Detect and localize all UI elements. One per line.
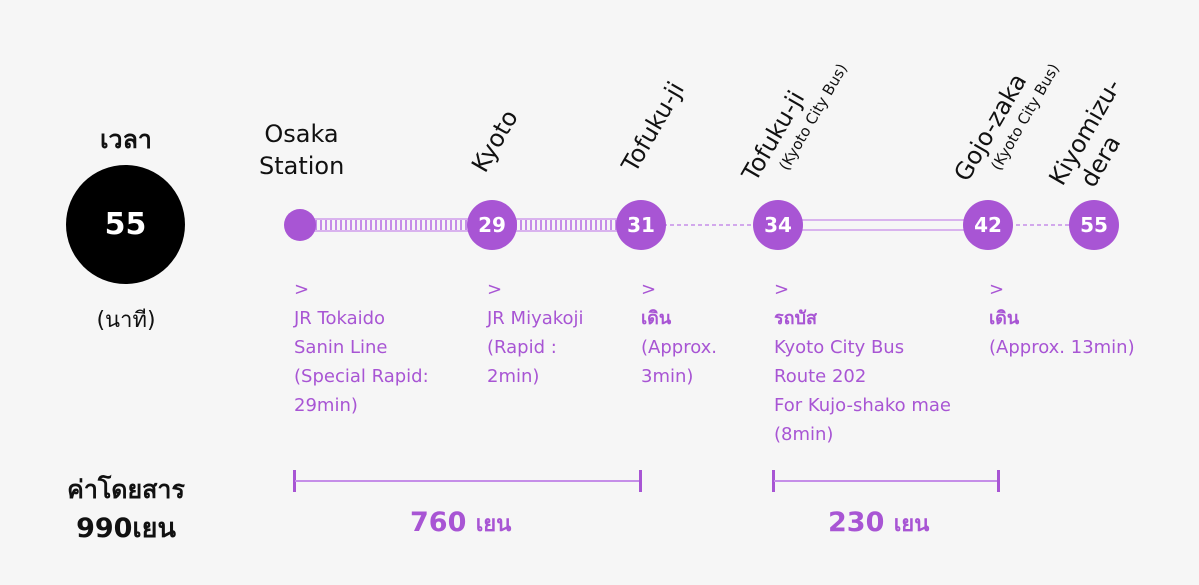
- segment-line: เดิน: [989, 308, 1020, 329]
- segment-1: > JR Tokaido Sanin Line (Special Rapid: …: [294, 275, 429, 420]
- station-node-kiyomizudera: 55: [1069, 200, 1119, 250]
- fare-1: 760 เยน: [410, 506, 511, 541]
- fare-bracket-tick: [997, 470, 1000, 492]
- segment-line: 3min): [641, 366, 694, 387]
- segment-line: JR Tokaido: [294, 308, 386, 329]
- node-minutes: 31: [627, 213, 655, 237]
- station-node-osaka: [284, 209, 316, 241]
- station-node-gojozaka: 42: [963, 200, 1013, 250]
- segment-5: > เดิน (Approx. 13min): [989, 275, 1135, 362]
- station-name-line: Osaka: [264, 120, 339, 148]
- segment-line: Kyoto City Bus: [774, 337, 905, 358]
- segment-line: JR Miyakoji: [487, 308, 584, 329]
- segment-line: 29min): [294, 395, 358, 416]
- fare-amount: 230: [828, 507, 885, 538]
- segment-line: (Approx.: [641, 337, 718, 358]
- segment-line: 2min): [487, 366, 540, 387]
- segment-arrow: >: [641, 279, 657, 300]
- node-minutes: 29: [478, 213, 506, 237]
- segment-line: (Approx. 13min): [989, 337, 1135, 358]
- segment-arrow: >: [989, 279, 1005, 300]
- node-minutes: 34: [764, 213, 792, 237]
- fare-amount: 760: [410, 507, 467, 538]
- segment-line: For Kujo-shako mae: [774, 395, 951, 416]
- total-time-value: 55: [104, 207, 147, 242]
- fare-bracket-line: [295, 480, 641, 482]
- fare-bracket-line: [774, 480, 999, 482]
- station-node-tofukuji-bus: 34: [753, 200, 803, 250]
- fare-2: 230 เยน: [828, 506, 929, 541]
- station-name-osaka: Osaka Station: [259, 118, 344, 182]
- node-minutes: 42: [974, 213, 1002, 237]
- segment-3: > เดิน (Approx. 3min): [641, 275, 717, 391]
- node-minutes: 55: [1080, 213, 1108, 237]
- segment-line: (Rapid :: [487, 337, 557, 358]
- station-node-tofukuji: 31: [616, 200, 666, 250]
- segment-line: เดิน: [641, 308, 672, 329]
- bus-line: [778, 219, 988, 231]
- segment-line: Route 202: [774, 366, 867, 387]
- segment-2: > JR Miyakoji (Rapid : 2min): [487, 275, 584, 391]
- segment-line: (8min): [774, 424, 834, 445]
- station-name-line: Station: [259, 152, 345, 180]
- fare-bracket-tick: [639, 470, 642, 492]
- segment-line: รถบัส: [774, 308, 817, 329]
- total-time-circle: 55: [66, 165, 185, 284]
- segment-arrow: >: [294, 279, 310, 300]
- segment-arrow: >: [487, 279, 503, 300]
- segment-line: (Special Rapid:: [294, 366, 429, 387]
- segment-line: Sanin Line: [294, 337, 388, 358]
- fare-bracket-tick: [293, 470, 296, 492]
- station-node-kyoto: 29: [467, 200, 517, 250]
- fare-bracket-tick: [772, 470, 775, 492]
- fare-label: ค่าโดยสาร: [67, 475, 185, 504]
- segment-4: > รถบัส Kyoto City Bus Route 202 For Kuj…: [774, 275, 951, 449]
- time-unit: (นาที): [96, 308, 156, 333]
- fare-unit: เยน: [893, 512, 930, 537]
- fare-unit: เยน: [475, 512, 512, 537]
- time-label: เวลา: [100, 125, 152, 154]
- fare-total: 990เยน: [76, 513, 176, 544]
- segment-arrow: >: [774, 279, 790, 300]
